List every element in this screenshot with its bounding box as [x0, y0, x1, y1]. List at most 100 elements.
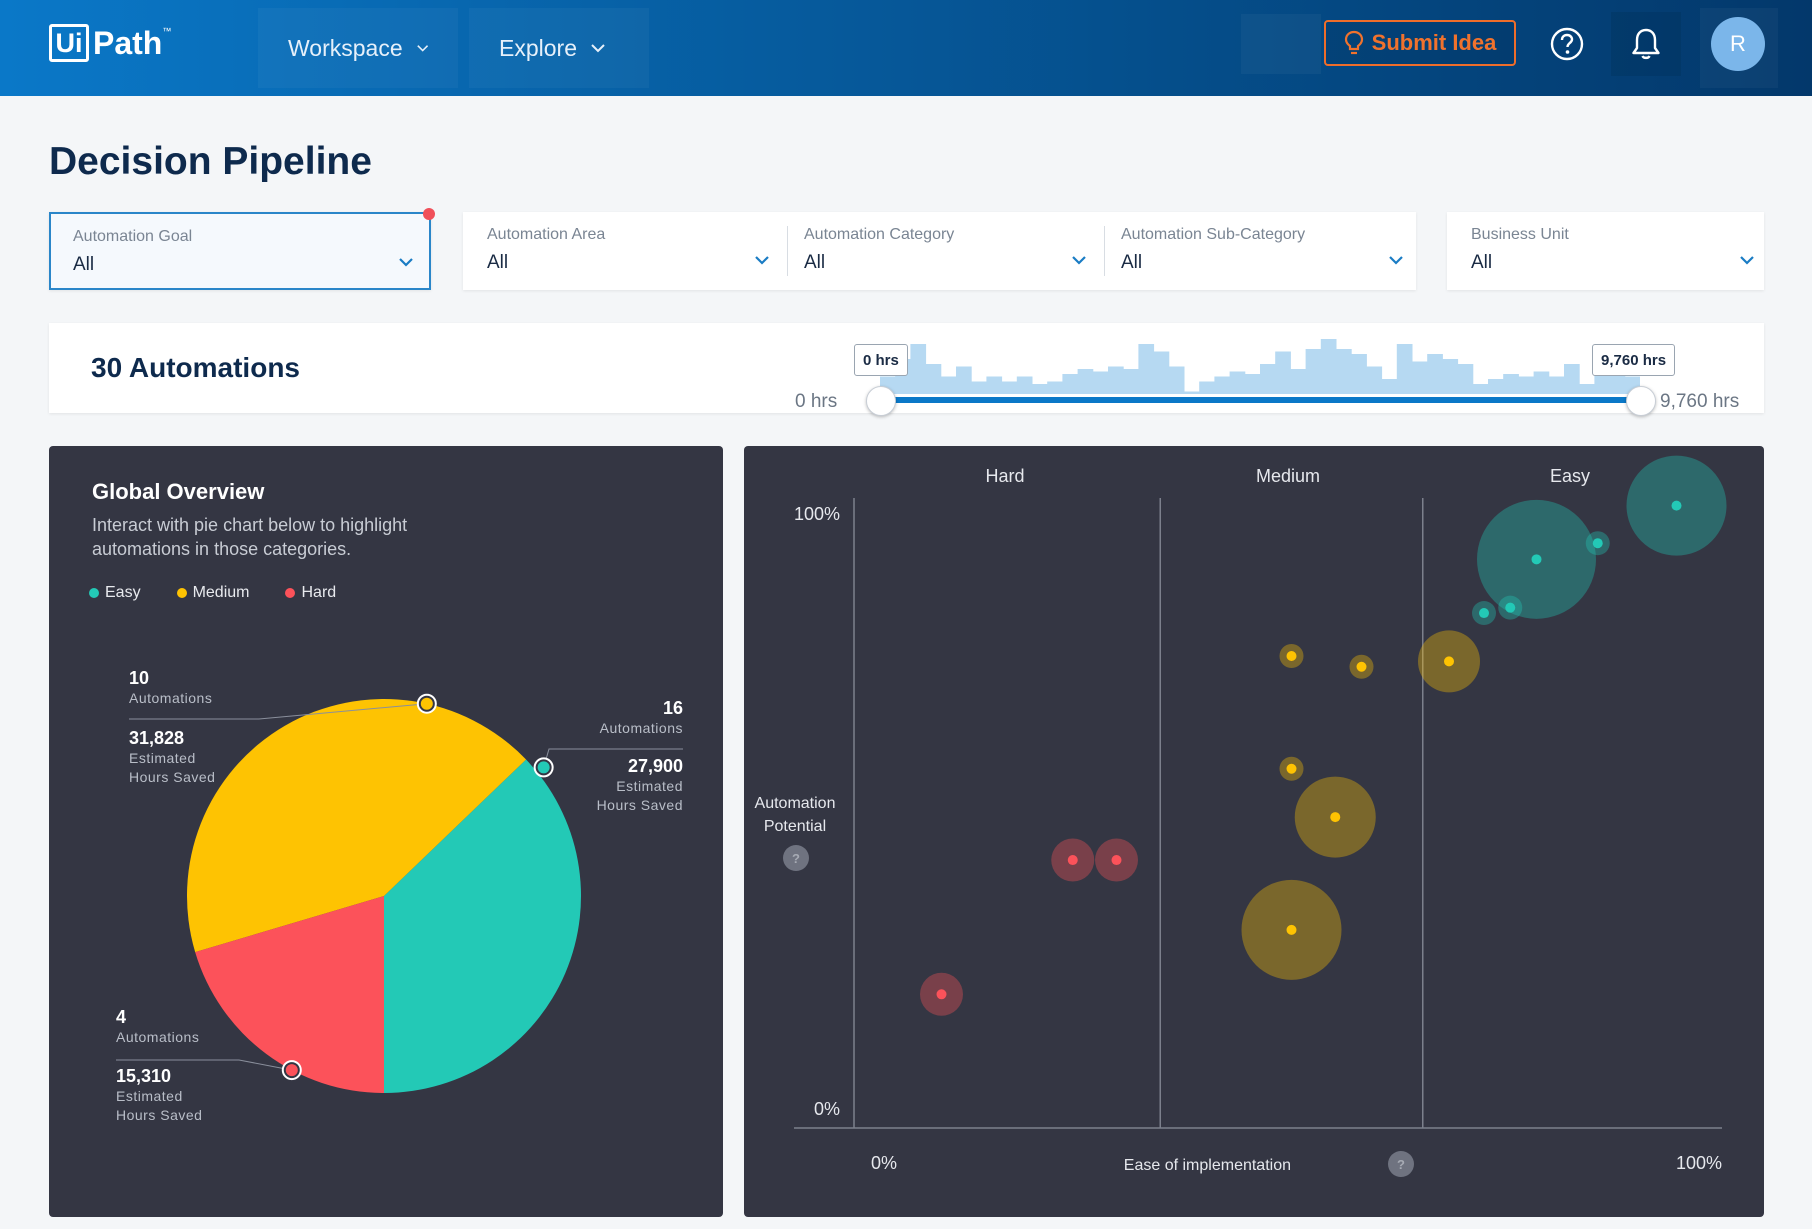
hours-histogram [880, 339, 1640, 394]
nav-workspace[interactable]: Workspace [258, 8, 458, 88]
histogram-bar [1290, 369, 1307, 394]
help-icon[interactable]: ? [1388, 1151, 1414, 1177]
filter-group-automation: Automation Area All Automation Category … [463, 212, 1416, 290]
submit-idea-button[interactable]: Submit Idea [1324, 20, 1516, 66]
bubble-medium[interactable] [1349, 654, 1374, 679]
easy-hours-unit: Estimated [616, 778, 683, 794]
difficulty-pie-chart[interactable] [49, 446, 723, 1217]
histogram-bar [1168, 366, 1185, 394]
histogram-bar [1092, 371, 1109, 394]
business-unit-dropdown[interactable]: Business Unit All [1471, 212, 1761, 290]
legend-item-easy[interactable]: Easy [89, 584, 141, 602]
pie-slice-easy[interactable] [384, 759, 581, 1093]
pie-label-easy: 16 Automations [600, 698, 683, 738]
histogram-bar [1153, 351, 1170, 394]
chevron-down-icon [755, 256, 769, 265]
histogram-bar [1412, 361, 1428, 394]
bubble-easy[interactable] [1626, 455, 1727, 556]
bubble-easy[interactable] [1472, 601, 1496, 626]
logo-trademark: ™ [162, 26, 172, 36]
bell-icon [1632, 28, 1660, 60]
histogram-bar [940, 376, 957, 394]
y-axis-label: Automation Potential [755, 795, 836, 835]
notifications-button[interactable] [1611, 12, 1681, 76]
pie-slice-hard[interactable] [195, 896, 384, 1093]
page-title: Decision Pipeline [49, 140, 372, 183]
y-tick-label-min: 0% [814, 1099, 840, 1119]
histogram-bar [1427, 354, 1443, 394]
help-icon[interactable]: ? [783, 845, 809, 871]
bubble-hard[interactable] [1095, 838, 1138, 882]
filter-automation-goal[interactable]: Automation Goal All [49, 212, 431, 290]
divider [787, 226, 788, 276]
filter-label: Automation Category [804, 226, 955, 243]
pie-hours-medium: 31,828 Estimated Hours Saved [129, 728, 215, 787]
svg-text:?: ? [792, 851, 800, 866]
nav-explore[interactable]: Explore [469, 8, 649, 88]
bubble-medium[interactable] [1279, 756, 1304, 781]
histogram-bar [1320, 339, 1337, 394]
histogram-bar [1032, 384, 1048, 394]
lightbulb-icon [1344, 30, 1363, 55]
pie-hours-hard: 15,310 Estimated Hours Saved [116, 1066, 202, 1125]
hours-range-panel: 30 Automations 0 hrs 9,760 hrs 0 hrs 9,7… [49, 323, 1764, 416]
pie-marker-easy-fill [537, 761, 550, 774]
histogram-bar [1488, 379, 1504, 394]
medium-hours: 31,828 [129, 728, 185, 748]
bubble-medium[interactable] [1241, 879, 1342, 980]
automation-goal-dropdown[interactable]: Automation Goal All [73, 214, 418, 292]
logo-path-text: Path [93, 24, 163, 61]
easy-hours-unit: Hours Saved [596, 797, 683, 813]
legend-item-medium[interactable]: Medium [176, 584, 249, 602]
x-axis-label: Ease of implementation [1124, 1157, 1291, 1174]
automation-area-dropdown[interactable]: Automation Area All [487, 212, 787, 290]
bubble-easy[interactable] [1477, 499, 1596, 619]
range-max-handle[interactable] [1626, 386, 1656, 416]
global-overview-description: Interact with pie chart below to highlig… [92, 515, 408, 559]
bubble-hard[interactable] [920, 972, 963, 1016]
zone-label-easy: Easy [1550, 466, 1590, 486]
bubble-medium[interactable] [1294, 776, 1376, 858]
histogram-bar [1351, 354, 1367, 394]
automation-subcategory-dropdown[interactable]: Automation Sub-Category All [1121, 212, 1411, 290]
histogram-bar [1077, 369, 1094, 394]
histogram-bar [1336, 349, 1352, 394]
histogram-bar [1199, 381, 1215, 394]
filter-label: Business Unit [1471, 226, 1569, 243]
leader-line-hard [116, 1059, 292, 1071]
filter-value: All [804, 252, 826, 273]
automation-scatter-plot: Hard Medium Easy 100% 0% 0% 100% Automation Pote… [755, 455, 1727, 1177]
filter-value: All [487, 252, 509, 273]
chevron-down-icon [1389, 256, 1403, 265]
histogram-bar [1275, 351, 1291, 394]
histogram-bar [1062, 374, 1079, 394]
automation-category-dropdown[interactable]: Automation Category All [804, 212, 1104, 290]
range-track[interactable] [880, 397, 1640, 403]
bubble-hard[interactable] [1051, 838, 1095, 882]
logo-ui-box: Ui [49, 24, 89, 62]
max-value-tooltip: 9,760 hrs [1592, 344, 1676, 376]
range-min-handle[interactable] [866, 386, 896, 416]
bubble-easy[interactable] [1585, 531, 1610, 556]
histogram-bar [1564, 364, 1580, 394]
bubble-medium[interactable] [1279, 643, 1304, 668]
chevron-down-icon [1740, 256, 1754, 265]
easy-count-unit: Automations [599, 720, 683, 736]
bubble-medium[interactable] [1418, 630, 1480, 693]
pie-slice-medium[interactable] [187, 699, 527, 953]
zone-label-hard: Hard [985, 466, 1024, 486]
hard-hours-unit: Estimated [116, 1088, 183, 1104]
hard-hours-unit: Hours Saved [116, 1107, 203, 1123]
filter-business-unit[interactable]: Business Unit All [1447, 212, 1764, 290]
nav-workspace-label: Workspace [288, 34, 403, 61]
histogram-bar [1305, 349, 1322, 394]
histogram-bar [1047, 381, 1063, 394]
legend-item-hard[interactable]: Hard [285, 584, 336, 602]
svg-text:?: ? [1397, 1157, 1405, 1172]
bubble-easy[interactable] [1498, 595, 1523, 620]
avatar[interactable]: R [1711, 17, 1765, 71]
uipath-logo[interactable]: Ui Path ™ [49, 22, 171, 64]
hard-count: 4 [116, 1007, 127, 1027]
help-button[interactable] [1541, 16, 1593, 72]
histogram-bar [1108, 366, 1124, 394]
